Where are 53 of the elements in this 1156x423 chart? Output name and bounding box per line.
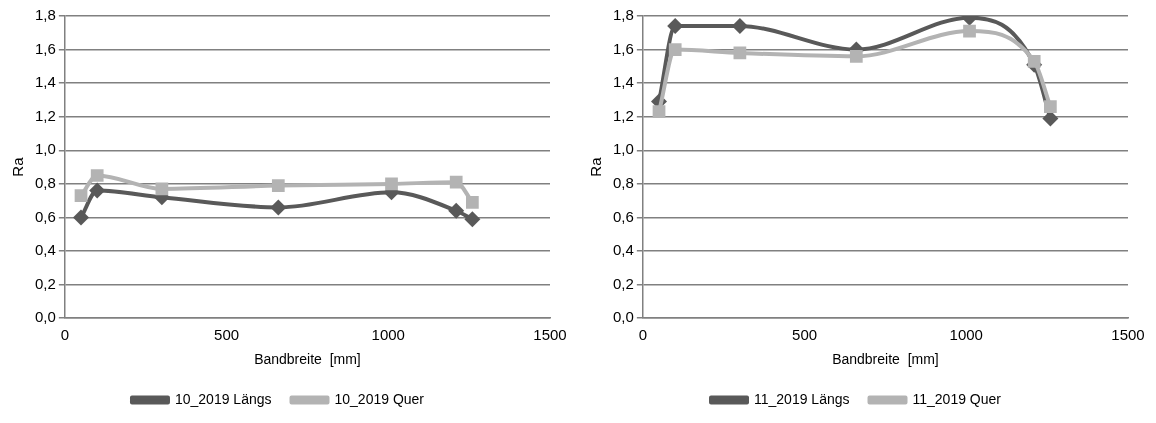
- point: [849, 49, 863, 63]
- y-tick-label: 1,2: [34, 106, 56, 124]
- point: [449, 175, 463, 189]
- point: [652, 105, 666, 119]
- x-tick-label: 1500: [533, 326, 567, 344]
- y-tick-label: 0,0: [612, 308, 634, 326]
- y-tick-label: 0,8: [612, 174, 634, 192]
- x-tick-label: 1000: [371, 326, 405, 344]
- point: [1044, 100, 1057, 114]
- legend-label: 11_2019 Längs: [754, 390, 850, 407]
- y-tick-label: 0,6: [612, 207, 634, 225]
- point: [271, 179, 285, 192]
- y-tick-label: 0,2: [34, 274, 56, 292]
- y-tick-label: 1,0: [612, 140, 634, 158]
- point: [464, 211, 481, 228]
- y-tick-label: 0,4: [612, 241, 634, 259]
- x-tick-label: 0: [60, 326, 70, 344]
- y-tick-label: 0,8: [34, 174, 56, 192]
- point: [668, 43, 682, 56]
- point: [89, 182, 106, 199]
- y-tick-label: 0,2: [612, 274, 634, 292]
- x-tick-label: 500: [214, 326, 240, 344]
- x-tick-label: 500: [792, 326, 818, 344]
- point: [1027, 54, 1041, 68]
- legend-label: 10_2019 Längs: [174, 390, 272, 407]
- legend-label: 11_2019 Quer: [912, 390, 1002, 407]
- point: [466, 195, 479, 209]
- y-tick-label: 1,6: [612, 39, 634, 57]
- y-tick-label: 1,4: [34, 73, 56, 91]
- point: [74, 189, 88, 203]
- y-tick-label: 1,2: [612, 106, 634, 124]
- x-tick-label: 1500: [1111, 326, 1145, 344]
- y-axis-title: Ra: [587, 156, 605, 177]
- y-tick-label: 1,6: [34, 39, 56, 57]
- point: [73, 209, 90, 226]
- y-tick-label: 0,0: [34, 308, 56, 326]
- y-tick-label: 1,4: [612, 73, 634, 91]
- point: [385, 177, 398, 191]
- point: [270, 199, 287, 216]
- y-tick-label: 0,4: [34, 241, 56, 259]
- x-axis-title: Bandbreite [mm]: [832, 351, 939, 368]
- point: [90, 169, 104, 182]
- point: [963, 24, 976, 38]
- legend-label: 10_2019 Quer: [334, 390, 425, 407]
- x-axis-title: Bandbreite [mm]: [254, 351, 361, 368]
- y-tick-label: 1,8: [612, 6, 634, 24]
- point: [448, 202, 465, 219]
- x-tick-label: 0: [638, 326, 648, 344]
- y-tick-label: 1,0: [34, 140, 56, 158]
- y-tick-label: 1,8: [34, 6, 56, 24]
- x-tick-label: 1000: [949, 326, 983, 344]
- y-axis-title: Ra: [9, 156, 27, 177]
- y-tick-label: 0,6: [34, 207, 56, 225]
